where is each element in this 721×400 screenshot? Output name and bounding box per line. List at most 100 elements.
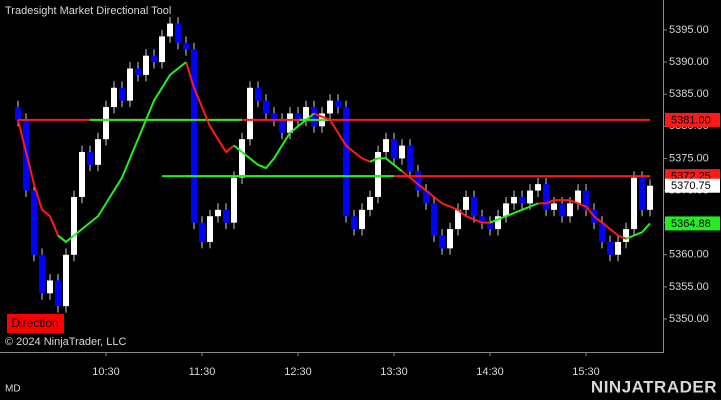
candle-body bbox=[39, 254, 46, 294]
candle-body bbox=[615, 241, 622, 255]
candle-body bbox=[335, 100, 342, 108]
candle-body bbox=[503, 203, 510, 217]
candle-body bbox=[367, 196, 374, 210]
candle-body bbox=[383, 139, 390, 153]
candle-body bbox=[223, 209, 230, 223]
price-tag bbox=[665, 178, 720, 193]
candle-body bbox=[175, 23, 182, 43]
candle-body bbox=[423, 190, 430, 204]
candle-body bbox=[495, 216, 502, 230]
candle-body bbox=[111, 87, 118, 108]
candle-body bbox=[135, 68, 142, 75]
candle-body bbox=[31, 190, 38, 255]
candle-body bbox=[159, 36, 166, 63]
x-tick-label: 11:30 bbox=[189, 366, 216, 378]
candle-body bbox=[407, 145, 414, 172]
candle-body bbox=[263, 100, 270, 114]
candle-body bbox=[391, 139, 398, 159]
candle-body bbox=[207, 216, 214, 242]
candle-body bbox=[447, 229, 454, 249]
price-tag-label: 5381.00 bbox=[671, 114, 711, 126]
candle-body bbox=[87, 152, 94, 165]
candle-body bbox=[95, 139, 102, 165]
candle-body bbox=[215, 209, 222, 217]
candle-body bbox=[607, 241, 614, 255]
candle-body bbox=[527, 190, 534, 204]
candle-body bbox=[271, 113, 278, 120]
candle-body bbox=[71, 196, 78, 255]
candle-body bbox=[551, 203, 558, 210]
candle-body bbox=[455, 209, 462, 230]
candle-body bbox=[583, 190, 590, 210]
y-tick-label: 5385.00 bbox=[669, 88, 709, 100]
candle-body bbox=[311, 107, 318, 127]
y-tick-label: 5390.00 bbox=[669, 56, 709, 68]
candle-body bbox=[55, 280, 62, 307]
candle-body bbox=[479, 216, 486, 223]
candle-body bbox=[519, 196, 526, 204]
candle-body bbox=[351, 216, 358, 230]
candle-body bbox=[151, 55, 158, 63]
candle-body bbox=[279, 119, 286, 133]
candle-body bbox=[231, 177, 238, 223]
candle-body bbox=[511, 196, 518, 204]
direction-line bbox=[17, 61, 635, 243]
logo: NINJATRADER bbox=[591, 377, 717, 396]
candle-body bbox=[415, 171, 422, 191]
direction-line bbox=[57, 61, 651, 244]
y-tick-label: 5355.00 bbox=[669, 281, 709, 293]
price-tag bbox=[665, 112, 720, 127]
candle-body bbox=[343, 107, 350, 217]
indicator-label-box bbox=[7, 314, 64, 333]
x-tick-label: 10:30 bbox=[92, 366, 120, 378]
candle-body bbox=[119, 87, 126, 101]
y-tick-label: 5350.00 bbox=[669, 313, 709, 325]
candle-body bbox=[487, 222, 494, 230]
y-tick-label: 5395.00 bbox=[669, 24, 709, 36]
candle-body bbox=[463, 196, 470, 210]
chart-title: Tradesight Market Directional Tool bbox=[5, 5, 171, 17]
candle-body bbox=[127, 68, 134, 101]
copyright: © 2024 NinjaTrader, LLC bbox=[5, 336, 126, 348]
candle-body bbox=[431, 203, 438, 236]
indicator-label: Direction bbox=[11, 316, 58, 330]
candle-body bbox=[143, 55, 150, 75]
candle-body bbox=[359, 209, 366, 230]
candle-body bbox=[199, 222, 206, 242]
candle-body bbox=[471, 196, 478, 217]
candle-body bbox=[15, 107, 22, 120]
candle-body bbox=[183, 42, 190, 50]
candle-body bbox=[239, 139, 246, 178]
y-tick-label: 5375.00 bbox=[669, 152, 709, 164]
candle-body bbox=[63, 254, 70, 307]
candle-body bbox=[535, 184, 542, 191]
candle-body bbox=[191, 49, 198, 223]
candle-body bbox=[567, 203, 574, 217]
candle-body bbox=[575, 190, 582, 204]
candle-body bbox=[295, 113, 302, 120]
price-tag-label: 5370.75 bbox=[671, 180, 711, 192]
candle-body bbox=[439, 235, 446, 249]
price-tag-label: 5364.88 bbox=[671, 218, 711, 230]
candle-body bbox=[399, 145, 406, 159]
candle-body bbox=[167, 23, 174, 37]
candle-body bbox=[327, 100, 334, 114]
candle-body bbox=[543, 184, 550, 210]
candle-body bbox=[103, 107, 110, 140]
x-tick-label: 13:30 bbox=[380, 366, 408, 378]
candle-body bbox=[47, 280, 54, 294]
candle-body bbox=[79, 152, 86, 197]
x-tick-label: 15:30 bbox=[572, 366, 600, 378]
x-tick-label: 12:30 bbox=[284, 366, 312, 378]
footer-left: MD bbox=[5, 384, 21, 395]
candle-body bbox=[375, 152, 382, 197]
candle-body bbox=[247, 87, 254, 140]
candle-body bbox=[631, 177, 638, 230]
candle-body bbox=[647, 185, 654, 210]
candle-body bbox=[639, 177, 646, 210]
candle-body bbox=[559, 203, 566, 217]
candle-body bbox=[287, 113, 294, 133]
x-tick-label: 14:30 bbox=[476, 366, 504, 378]
